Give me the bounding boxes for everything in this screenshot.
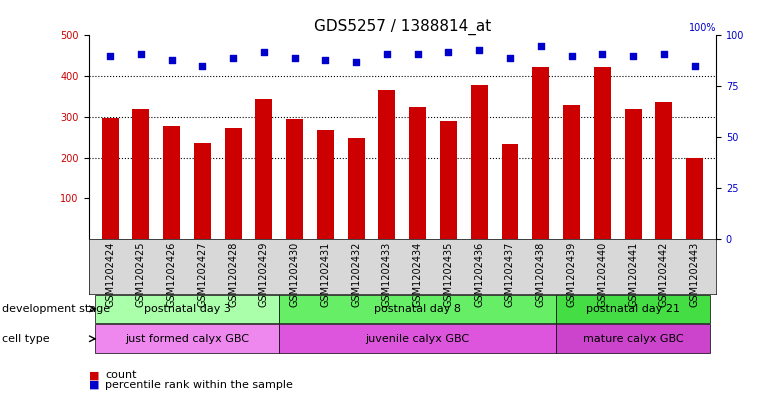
Bar (440, 121, 457, 239)
Point (627, 53, 639, 59)
Text: development stage: development stage (2, 304, 109, 314)
Text: GSM1202426: GSM1202426 (166, 242, 176, 307)
Bar (532, 67, 549, 239)
Bar (563, 105, 580, 239)
Point (258, 48, 270, 55)
Text: cell type: cell type (2, 334, 49, 344)
Point (166, 57, 178, 63)
Text: mature calyx GBC: mature calyx GBC (583, 334, 683, 344)
Point (227, 55, 239, 61)
Text: GSM1202430: GSM1202430 (290, 242, 300, 307)
Text: GSM1202443: GSM1202443 (690, 242, 700, 307)
Text: ■: ■ (89, 370, 99, 380)
Text: GSM1202429: GSM1202429 (259, 242, 269, 307)
Text: GSM1202431: GSM1202431 (320, 242, 330, 307)
Text: percentile rank within the sample: percentile rank within the sample (105, 380, 293, 390)
Point (504, 55, 516, 61)
Bar (317, 130, 334, 239)
Text: GSM1202437: GSM1202437 (505, 242, 515, 307)
Point (688, 63, 701, 69)
Text: GSM1202438: GSM1202438 (536, 242, 546, 307)
Bar (686, 158, 703, 239)
Bar (556, 295, 710, 323)
Text: GSM1202425: GSM1202425 (136, 242, 146, 307)
Text: juvenile calyx GBC: juvenile calyx GBC (366, 334, 470, 344)
Text: count: count (105, 370, 137, 380)
Point (320, 57, 332, 63)
Text: GSM1202442: GSM1202442 (659, 242, 669, 307)
Text: GSM1202432: GSM1202432 (351, 242, 361, 307)
Bar (163, 126, 180, 239)
Title: GDS5257 / 1388814_at: GDS5257 / 1388814_at (313, 19, 491, 35)
Text: postnatal day 3: postnatal day 3 (143, 304, 230, 314)
Bar (102, 118, 119, 239)
Point (196, 63, 209, 69)
Bar (194, 143, 211, 239)
Text: GSM1202428: GSM1202428 (228, 242, 238, 307)
Point (289, 55, 301, 61)
Text: 100%: 100% (688, 23, 716, 33)
Text: GSM1202427: GSM1202427 (197, 242, 207, 307)
Point (442, 48, 454, 55)
Bar (501, 144, 518, 239)
Text: postnatal day 8: postnatal day 8 (374, 304, 461, 314)
Point (596, 51, 608, 57)
Bar (280, 325, 556, 353)
Bar (594, 67, 611, 239)
Point (534, 42, 547, 49)
Bar (132, 108, 149, 239)
Bar (624, 108, 641, 239)
Bar (470, 85, 487, 239)
Text: ■: ■ (89, 380, 99, 390)
Point (658, 51, 670, 57)
Bar (556, 325, 710, 353)
Point (135, 51, 147, 57)
Point (565, 53, 578, 59)
Point (381, 51, 393, 57)
Bar (256, 99, 273, 239)
Text: postnatal day 21: postnatal day 21 (586, 304, 680, 314)
Bar (95, 295, 280, 323)
Text: GSM1202439: GSM1202439 (567, 242, 577, 307)
Bar (95, 325, 280, 353)
Bar (379, 90, 396, 239)
Bar (348, 138, 365, 239)
Point (411, 51, 424, 57)
Text: GSM1202440: GSM1202440 (598, 242, 608, 307)
Text: GSM1202424: GSM1202424 (105, 242, 115, 307)
Text: GSM1202434: GSM1202434 (413, 242, 423, 307)
Text: GSM1202436: GSM1202436 (474, 242, 484, 307)
Text: just formed calyx GBC: just formed calyx GBC (125, 334, 249, 344)
Bar (286, 119, 303, 239)
Point (104, 53, 116, 59)
Point (473, 46, 485, 53)
Bar (409, 107, 426, 239)
Text: GSM1202435: GSM1202435 (444, 242, 454, 307)
Bar (280, 295, 556, 323)
Bar (655, 102, 672, 239)
Bar (225, 128, 242, 239)
Text: GSM1202433: GSM1202433 (382, 242, 392, 307)
Point (350, 59, 363, 65)
Text: GSM1202441: GSM1202441 (628, 242, 638, 307)
